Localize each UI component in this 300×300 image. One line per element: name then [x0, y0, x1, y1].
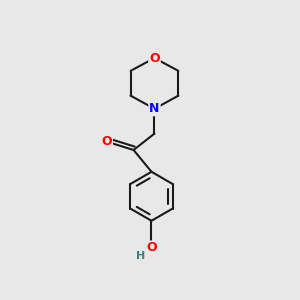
Text: O: O — [146, 242, 157, 254]
Text: O: O — [101, 135, 112, 148]
Text: O: O — [149, 52, 160, 64]
Text: H: H — [136, 251, 145, 261]
Text: N: N — [149, 102, 160, 115]
